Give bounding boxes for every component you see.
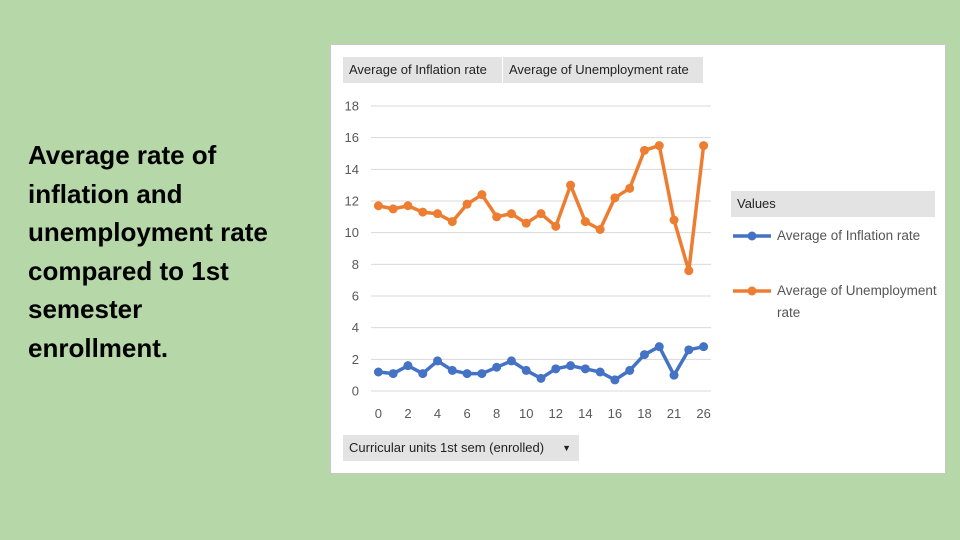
y-tick-label: 18 (345, 99, 359, 114)
line-chart: 0 2 4 6 8 10 12 14 16 18 0 2 4 6 8 10 12 14 16 18 21 26 (345, 99, 711, 421)
slide-title-line: unemployment rate (28, 217, 268, 247)
x-tick-label: 10 (519, 406, 533, 421)
data-point (536, 373, 546, 383)
data-point (418, 207, 428, 217)
data-point (684, 345, 694, 355)
data-point (433, 356, 443, 366)
data-point (654, 141, 664, 151)
data-point (521, 365, 531, 375)
data-point (462, 369, 472, 379)
y-tick-label: 12 (345, 194, 359, 209)
x-tick-label: 12 (549, 406, 563, 421)
data-point (521, 218, 531, 228)
y-tick-label: 14 (345, 162, 359, 177)
x-tick-label: 14 (578, 406, 592, 421)
y-tick-label: 6 (352, 289, 359, 304)
data-point (669, 370, 679, 380)
series-line (378, 143, 706, 273)
data-point (669, 215, 679, 225)
data-point (506, 209, 516, 219)
data-point (625, 183, 635, 193)
field-button-inflation[interactable]: Average of Inflation rate (343, 57, 502, 83)
slide-title-line: enrollment. (28, 332, 169, 363)
data-point (595, 367, 605, 377)
data-point (536, 209, 546, 219)
data-point (403, 361, 413, 371)
chevron-down-icon: ▼ (562, 443, 571, 453)
data-point (388, 204, 398, 214)
x-tick-label: 21 (667, 406, 681, 421)
slide-title: Average rate of inflation and unemployment… (28, 136, 318, 367)
x-tick-label: 6 (463, 406, 470, 421)
field-button-unemployment[interactable]: Average of Unemployment rate (503, 57, 703, 83)
data-point (595, 225, 605, 234)
y-tick-label: 2 (352, 352, 359, 367)
data-point (610, 375, 620, 385)
data-point (447, 217, 457, 227)
data-point (373, 367, 383, 377)
data-point (418, 369, 428, 379)
legend-marker-inflation (733, 231, 771, 241)
data-point (639, 350, 649, 360)
x-tick-label: 8 (493, 406, 500, 421)
axis-field-label: Curricular units 1st sem (enrolled) (349, 440, 545, 455)
y-tick-label: 16 (345, 130, 359, 145)
slide-title-line: semester (28, 294, 143, 324)
slide-title-line: Average rate of (28, 140, 217, 170)
data-point (447, 365, 457, 375)
y-tick-label: 4 (352, 320, 359, 335)
legend-label-inflation: Average of Inflation rate (777, 228, 921, 243)
data-point (462, 199, 472, 209)
x-tick-label: 26 (696, 406, 710, 421)
legend-marker-unemployment (733, 286, 771, 296)
x-tick-label: 16 (608, 406, 622, 421)
data-point (699, 342, 709, 352)
legend-header[interactable]: Values (731, 191, 935, 217)
data-point (477, 369, 487, 379)
data-point (492, 212, 502, 222)
data-point (625, 365, 635, 375)
data-point (388, 369, 398, 379)
data-point (654, 342, 664, 352)
data-point (551, 364, 561, 374)
data-point (477, 190, 487, 200)
slide-title-line: compared to 1st (28, 255, 229, 286)
data-point (506, 356, 516, 366)
data-point (403, 201, 413, 211)
data-point (566, 180, 576, 190)
data-point (433, 209, 443, 219)
x-tick-label: 2 (404, 406, 411, 421)
data-point (551, 221, 561, 231)
data-point (566, 361, 576, 371)
data-point (684, 266, 694, 276)
data-point (639, 145, 649, 155)
x-tick-label: 4 (434, 406, 441, 421)
data-point (492, 362, 502, 372)
y-tick-label: 8 (352, 257, 359, 272)
x-tick-label: 18 (637, 406, 651, 421)
legend-label-unemployment: Average of Unemployment rate (777, 283, 937, 320)
data-point (699, 141, 709, 151)
y-tick-label: 10 (345, 225, 359, 240)
slide-title-line: inflation and (28, 178, 183, 209)
y-tick-label: 0 (352, 384, 359, 399)
data-point (610, 193, 620, 203)
x-tick-label: 0 (375, 406, 382, 421)
pivot-chart-panel: Average of Inflation rate Average of Une… (330, 44, 946, 474)
axis-field-dropdown[interactable]: Curricular units 1st sem (enrolled) ▼ (343, 435, 579, 461)
data-point (580, 217, 590, 227)
data-point (373, 201, 383, 211)
data-point (580, 364, 590, 374)
